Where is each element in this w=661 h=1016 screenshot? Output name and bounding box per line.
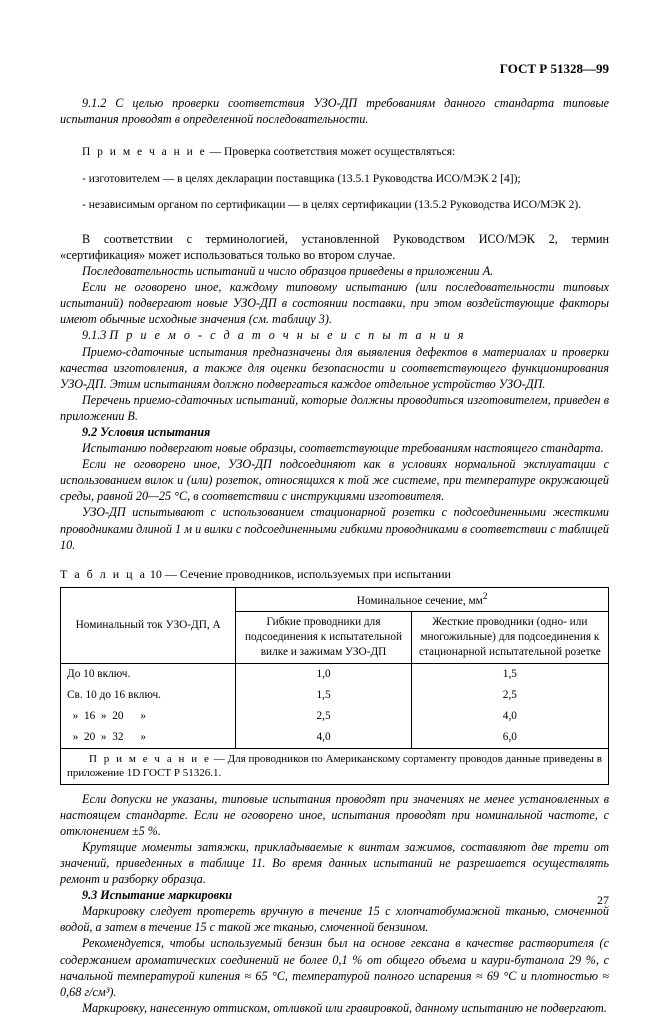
th-group-text: Номинальное сечение, мм xyxy=(357,594,483,606)
heading-9-2: 9.2 Условия испытания xyxy=(60,424,609,440)
th-group-sup: 2 xyxy=(483,592,488,602)
cell-b: 2,5 xyxy=(236,706,411,727)
table-row: » 20 » 32 » 4,0 6,0 xyxy=(61,727,609,748)
table-10-title: Т а б л и ц а 10 — Сечение проводников, … xyxy=(60,567,609,583)
cell-a: До 10 включ. xyxy=(61,663,236,684)
table-10: Номинальный ток УЗО-ДП, А Номинальное се… xyxy=(60,587,609,785)
table-row: До 10 включ. 1,0 1,5 xyxy=(61,663,609,684)
p-after-table-2: Крутящие моменты затяжки, прикладываемые… xyxy=(60,839,609,887)
cell-c: 6,0 xyxy=(411,727,608,748)
table-title-rest: 10 — Сечение проводников, используемых п… xyxy=(147,567,451,581)
page-number: 27 xyxy=(597,893,609,909)
th-flexible: Гибкие проводники для подсоединения к ис… xyxy=(236,612,411,664)
note-1: П р и м е ч а н и е — Проверка соответст… xyxy=(60,145,609,160)
table-note-head: П р и м е ч а н и е xyxy=(89,753,211,765)
acceptance-test-paragraph-1: Приемо-сдаточные испытания предназначены… xyxy=(60,344,609,392)
heading-9-2-text: 9.2 Условия испытания xyxy=(82,425,210,439)
p-9-3-2: Рекомендуется, чтобы используемый бензин… xyxy=(60,935,609,999)
cell-c: 1,5 xyxy=(411,663,608,684)
note-1-line-2: - независимым органом по сертификации — … xyxy=(60,198,609,213)
table-note-row: П р и м е ч а н и е — Для проводников по… xyxy=(61,748,609,784)
cell-a: » 16 » 20 » xyxy=(61,706,236,727)
cell-a: » 20 » 32 » xyxy=(61,727,236,748)
page: ГОСТ Р 51328—99 9.1.2 С целью проверки с… xyxy=(0,0,661,935)
p-9-2-1: Испытанию подвергают новые образцы, соот… xyxy=(60,440,609,456)
if-not-specified-paragraph: Если не оговорено иное, каждому типовому… xyxy=(60,279,609,327)
clause-9-1-3-num: 9.1.3 xyxy=(82,328,106,342)
cell-b: 1,0 xyxy=(236,663,411,684)
cell-b: 1,5 xyxy=(236,685,411,706)
cell-c: 4,0 xyxy=(411,706,608,727)
note-1-body: — Проверка соответствия может осуществля… xyxy=(207,146,455,158)
p-after-table-1: Если допуски не указаны, типовые испытан… xyxy=(60,791,609,839)
table-row: Св. 10 до 16 включ. 1,5 2,5 xyxy=(61,685,609,706)
note-1-head: П р и м е ч а н и е xyxy=(82,146,207,158)
terminology-paragraph: В соответствии с терминологией, установл… xyxy=(60,231,609,263)
acceptance-test-paragraph-2: Перечень приемо-сдаточных испытаний, кот… xyxy=(60,392,609,424)
p-9-2-3: УЗО-ДП испытывают с использованием стаци… xyxy=(60,504,609,552)
th-group: Номинальное сечение, мм2 xyxy=(236,587,609,612)
note-1-line-1: - изготовителем — в целях декларации пос… xyxy=(60,172,609,187)
heading-9-3-text: 9.3 Испытание маркировки xyxy=(82,888,232,902)
cell-a: Св. 10 до 16 включ. xyxy=(61,685,236,706)
cell-b: 4,0 xyxy=(236,727,411,748)
document-code: ГОСТ Р 51328—99 xyxy=(60,60,609,77)
table-word: Т а б л и ц а xyxy=(60,567,147,581)
clause-9-1-2: 9.1.2 С целью проверки соответствия УЗО-… xyxy=(60,95,609,127)
cell-c: 2,5 xyxy=(411,685,608,706)
th-nominal-current: Номинальный ток УЗО-ДП, А xyxy=(61,587,236,663)
table-head-row-1: Номинальный ток УЗО-ДП, А Номинальное се… xyxy=(61,587,609,612)
heading-9-3: 9.3 Испытание маркировки xyxy=(60,887,609,903)
th-rigid: Жесткие проводники (одно- или многожильн… xyxy=(411,612,608,664)
table-note: П р и м е ч а н и е — Для проводников по… xyxy=(61,748,609,784)
p-9-3-3: Маркировку, нанесенную оттиском, отливко… xyxy=(60,1000,609,1016)
table-body: До 10 включ. 1,0 1,5 Св. 10 до 16 включ.… xyxy=(61,663,609,784)
table-row: » 16 » 20 » 2,5 4,0 xyxy=(61,706,609,727)
clause-9-1-3: 9.1.3 П р и е м о - с д а т о ч н ы е и … xyxy=(60,327,609,343)
sequence-paragraph: Последовательность испытаний и число обр… xyxy=(60,263,609,279)
p-9-2-2: Если не оговорено иное, УЗО-ДП подсоедин… xyxy=(60,456,609,504)
p-9-3-1: Маркировку следует протереть вручную в т… xyxy=(60,903,609,935)
clause-9-1-3-title: П р и е м о - с д а т о ч н ы е и с п ы … xyxy=(109,328,466,342)
